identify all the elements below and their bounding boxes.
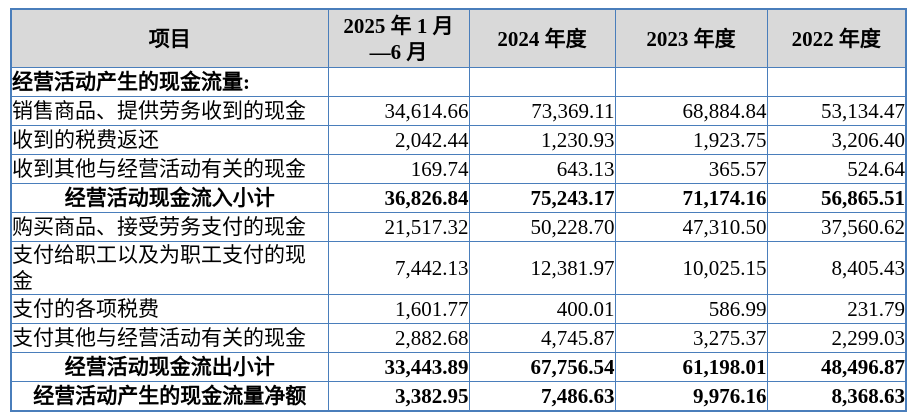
- value-cell: 7,486.63: [468, 381, 616, 412]
- value-cell: 56,865.51: [766, 183, 907, 213]
- cash-flow-table-container: 项目 2025 年 1 月 —6 月 2024 年度 2023 年度 2022 …: [10, 8, 907, 412]
- header-cell-period-2024: 2024 年度: [468, 8, 616, 68]
- value-cell: 37,560.62: [766, 212, 907, 242]
- value-cell: 2,299.03: [766, 323, 907, 353]
- table-row: 收到的税费返还 2,042.44 1,230.93 1,923.75 3,206.40: [10, 125, 907, 155]
- value-cell: [614, 67, 768, 97]
- value-cell: 524.64: [766, 154, 907, 184]
- row-label-cell: 支付其他与经营活动有关的现金: [10, 323, 329, 353]
- row-label-cell: 支付的各项税费: [10, 294, 329, 324]
- value-cell: 169.74: [327, 154, 470, 184]
- table-row: 支付其他与经营活动有关的现金 2,882.68 4,745.87 3,275.37 2,…: [10, 323, 907, 353]
- value-cell: 9,976.16: [614, 381, 768, 412]
- value-cell: 2,042.44: [327, 125, 470, 155]
- value-cell: 53,134.47: [766, 96, 907, 126]
- value-cell: 3,275.37: [614, 323, 768, 353]
- row-label-cell: 销售商品、提供劳务收到的现金: [10, 96, 329, 126]
- value-cell: 36,826.84: [327, 183, 470, 213]
- value-cell: 50,228.70: [468, 212, 616, 242]
- table-row: 经营活动产生的现金流量净额 3,382.95 7,486.63 9,976.16 8,3…: [10, 381, 907, 412]
- value-cell: 7,442.13: [327, 241, 470, 295]
- value-cell: 33,443.89: [327, 352, 470, 382]
- value-cell: [766, 67, 907, 97]
- value-cell: 2,882.68: [327, 323, 470, 353]
- value-cell: 71,174.16: [614, 183, 768, 213]
- row-label-cell: 支付给职工以及为职工支付的现 金: [10, 241, 329, 295]
- value-cell: [468, 67, 616, 97]
- value-cell: 231.79: [766, 294, 907, 324]
- value-cell: 4,745.87: [468, 323, 616, 353]
- value-cell: 61,198.01: [614, 352, 768, 382]
- value-cell: 12,381.97: [468, 241, 616, 295]
- value-cell: 8,405.43: [766, 241, 907, 295]
- row-label-cell: 购买商品、接受劳务支付的现金: [10, 212, 329, 242]
- value-cell: [327, 67, 470, 97]
- value-cell: 10,025.15: [614, 241, 768, 295]
- value-cell: 586.99: [614, 294, 768, 324]
- table-header: 项目 2025 年 1 月 —6 月 2024 年度 2023 年度 2022 …: [10, 8, 907, 68]
- cash-flow-table: 项目 2025 年 1 月 —6 月 2024 年度 2023 年度 2022 …: [10, 8, 907, 412]
- value-cell: 1,601.77: [327, 294, 470, 324]
- table-row: 经营活动现金流出小计 33,443.89 67,756.54 61,198.01 48,…: [10, 352, 907, 382]
- row-label-cell: 收到的税费返还: [10, 125, 329, 155]
- table-row: 支付的各项税费 1,601.77 400.01 586.99 231.79: [10, 294, 907, 324]
- value-cell: 48,496.87: [766, 352, 907, 382]
- row-label-cell: 经营活动现金流出小计: [10, 352, 329, 382]
- table-row: 经营活动现金流入小计 36,826.84 75,243.17 71,174.16 56,…: [10, 183, 907, 213]
- table-row: 销售商品、提供劳务收到的现金 34,614.66 73,369.11 68,884.8…: [10, 96, 907, 126]
- value-cell: 8,368.63: [766, 381, 907, 412]
- value-cell: 3,382.95: [327, 381, 470, 412]
- row-label-cell: 经营活动产生的现金流量净额: [10, 381, 329, 412]
- value-cell: 400.01: [468, 294, 616, 324]
- value-cell: 21,517.32: [327, 212, 470, 242]
- value-cell: 34,614.66: [327, 96, 470, 126]
- value-cell: 73,369.11: [468, 96, 616, 126]
- header-row: 项目 2025 年 1 月 —6 月 2024 年度 2023 年度 2022 …: [10, 8, 907, 68]
- value-cell: 1,923.75: [614, 125, 768, 155]
- value-cell: 47,310.50: [614, 212, 768, 242]
- value-cell: 365.57: [614, 154, 768, 184]
- table-row: 支付给职工以及为职工支付的现 金 7,442.13 12,381.97 10,025.…: [10, 241, 907, 295]
- row-label-cell: 经营活动产生的现金流量:: [10, 67, 329, 97]
- table-row: 收到其他与经营活动有关的现金 169.74 643.13 365.57 524.64: [10, 154, 907, 184]
- value-cell: 68,884.84: [614, 96, 768, 126]
- value-cell: 67,756.54: [468, 352, 616, 382]
- table-row: 经营活动产生的现金流量:: [10, 67, 907, 97]
- header-cell-period-2025h1: 2025 年 1 月 —6 月: [327, 8, 470, 68]
- header-cell-item: 项目: [10, 8, 329, 68]
- row-label-cell: 经营活动现金流入小计: [10, 183, 329, 213]
- value-cell: 75,243.17: [468, 183, 616, 213]
- row-label-cell: 收到其他与经营活动有关的现金: [10, 154, 329, 184]
- header-cell-period-2023: 2023 年度: [614, 8, 768, 68]
- value-cell: 643.13: [468, 154, 616, 184]
- value-cell: 1,230.93: [468, 125, 616, 155]
- header-cell-period-2022: 2022 年度: [766, 8, 907, 68]
- table-row: 购买商品、接受劳务支付的现金 21,517.32 50,228.70 47,310.5…: [10, 212, 907, 242]
- table-body: 经营活动产生的现金流量: 销售商品、提供劳务收到的现金 34,614.66 73,36…: [10, 67, 907, 412]
- value-cell: 3,206.40: [766, 125, 907, 155]
